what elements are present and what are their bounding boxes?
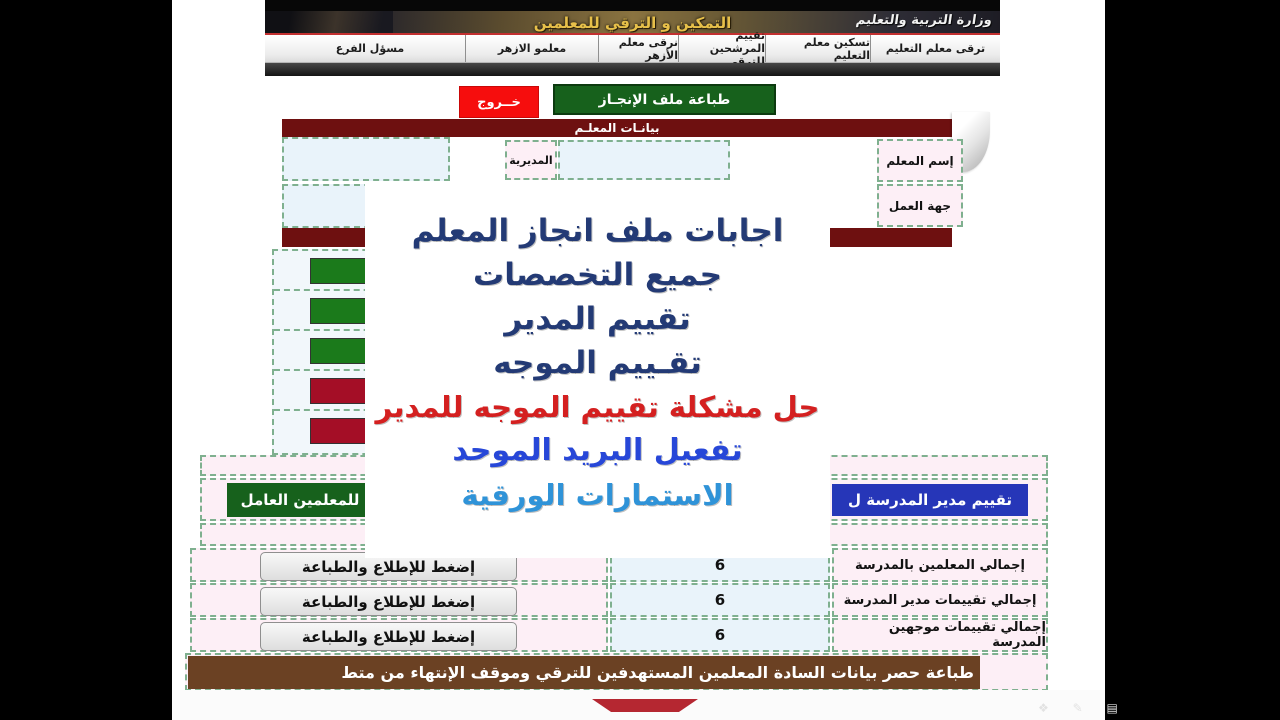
- working-teachers-badge: للمعلمين العامل: [227, 483, 373, 517]
- principal-evaluation-badge: تقييم مدير المدرسة ل: [832, 484, 1028, 516]
- overlay-line: تقـييم الموجه: [493, 345, 702, 381]
- header-banner: التمكين و الترقي للمعلمين وزارة التربية …: [265, 11, 1000, 34]
- directorate-input[interactable]: [558, 140, 730, 180]
- overlay-line: حل مشكلة تقييم الموجه للمدير: [375, 390, 820, 424]
- teacher-name-field-label: إسم المعلم: [877, 139, 963, 182]
- workplace-field-label: جهة العمل: [877, 184, 963, 227]
- view-print-button[interactable]: إضغط للإطلاع والطباعة: [260, 587, 517, 616]
- total-teachers-label: إجمالي المعلمين بالمدرسة: [832, 548, 1048, 582]
- red-trapezoid-decoration: [592, 699, 698, 712]
- exit-button[interactable]: خــروج: [459, 86, 539, 118]
- view-print-button[interactable]: إضغط للإطلاع والطباعة: [260, 622, 517, 651]
- print-achievement-file-button[interactable]: طباعة ملف الإنجـاز: [553, 84, 776, 115]
- watermark-icons: ❖ ✎ ▤: [1038, 701, 1128, 715]
- menu-bottom-strip: [265, 63, 1000, 76]
- tab-promote-education-teacher[interactable]: ترقى معلم التعليم: [870, 35, 1000, 62]
- principal-evals-button-cell: إضغط للإطلاع والطباعة: [190, 583, 608, 617]
- supervisor-evals-value: 6: [610, 618, 830, 652]
- directorate-label: المديرية: [505, 140, 557, 180]
- principal-evals-label: إجمالي تقييمات مدير المدرسة: [832, 583, 1048, 617]
- supervisor-evals-button-cell: إضغط للإطلاع والطباعة: [190, 618, 608, 652]
- overlay-line: اجابات ملف انجاز المعلم: [411, 213, 784, 249]
- promo-overlay: اجابات ملف انجاز المعلم جميع التخصصات تق…: [365, 183, 830, 558]
- banner-title: التمكين و الترقي للمعلمين: [533, 13, 732, 32]
- right-black-bar: [1105, 0, 1280, 720]
- overlay-line: تفعيل البريد الموحد: [452, 433, 743, 468]
- banner-photo: [265, 11, 393, 34]
- tab-azhar-teachers[interactable]: معلمو الازهر: [465, 35, 598, 62]
- overlay-line: الاستمارات الورقية: [461, 478, 734, 512]
- principal-evals-value: 6: [610, 583, 830, 617]
- left-black-bar: [0, 0, 172, 720]
- tab-evaluate-candidates[interactable]: تقييم المرشحين للترقى: [678, 29, 765, 68]
- tab-branch-admin[interactable]: مسؤل الفرع: [335, 42, 405, 55]
- supervisor-evals-label: إجمالي تقييمات موجهين المدرسة: [832, 618, 1048, 652]
- overlay-line: جميع التخصصات: [473, 257, 722, 293]
- top-black-strip: [265, 0, 1000, 11]
- header-red-line: [265, 33, 1000, 35]
- main-menu: ترقى معلم التعليم تسكين معلم التعليم تقي…: [265, 29, 1000, 68]
- tab-place-education-teacher[interactable]: تسكين معلم التعليم: [765, 35, 870, 62]
- ministry-logo: وزارة التربية والتعليم: [855, 13, 994, 28]
- overlay-line: تقييم المدير: [504, 301, 691, 337]
- teacher-name-input[interactable]: [282, 137, 450, 181]
- teacher-data-header: بيانـات المعلـم: [282, 119, 952, 137]
- tab-promote-azhar-teacher[interactable]: نرقى معلم الأزهر: [598, 35, 678, 62]
- footer-print-bar[interactable]: طباعة حصر بيانات السادة المعلمين المستهد…: [188, 656, 980, 689]
